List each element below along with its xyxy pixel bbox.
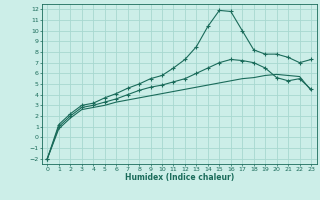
X-axis label: Humidex (Indice chaleur): Humidex (Indice chaleur) (124, 173, 234, 182)
